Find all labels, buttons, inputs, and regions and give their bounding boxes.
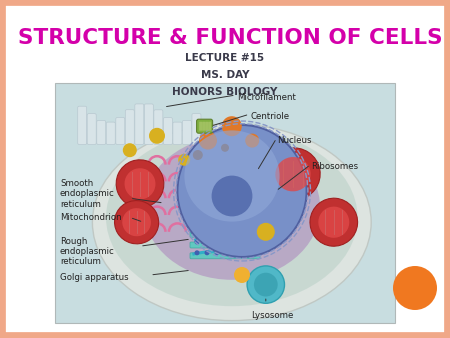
FancyBboxPatch shape [202, 122, 205, 131]
Circle shape [123, 143, 137, 157]
Text: Ribosomes: Ribosomes [311, 162, 359, 171]
Circle shape [215, 229, 220, 234]
Circle shape [234, 267, 250, 283]
Circle shape [204, 229, 210, 234]
Circle shape [245, 134, 259, 148]
Circle shape [234, 186, 239, 191]
Text: Nucleus: Nucleus [278, 136, 312, 145]
FancyBboxPatch shape [55, 83, 395, 323]
Circle shape [234, 196, 239, 201]
FancyBboxPatch shape [190, 188, 260, 194]
Circle shape [194, 218, 199, 223]
Ellipse shape [318, 207, 349, 238]
Circle shape [194, 186, 199, 191]
Circle shape [199, 131, 217, 150]
Circle shape [193, 150, 203, 160]
Circle shape [234, 218, 239, 223]
Text: Rough
endoplasmic
reticulum: Rough endoplasmic reticulum [60, 237, 115, 266]
Circle shape [204, 186, 210, 191]
Ellipse shape [266, 148, 320, 201]
Circle shape [149, 128, 165, 144]
Ellipse shape [275, 157, 310, 191]
Text: Golgi apparatus: Golgi apparatus [60, 273, 129, 282]
FancyBboxPatch shape [144, 104, 153, 145]
Circle shape [244, 218, 249, 223]
Circle shape [204, 250, 210, 255]
Circle shape [215, 186, 220, 191]
Circle shape [247, 266, 284, 303]
FancyBboxPatch shape [135, 104, 144, 145]
Circle shape [194, 240, 199, 244]
Ellipse shape [212, 176, 252, 216]
Circle shape [225, 207, 230, 212]
FancyBboxPatch shape [190, 231, 260, 237]
Circle shape [194, 250, 199, 255]
FancyBboxPatch shape [163, 118, 172, 145]
FancyBboxPatch shape [78, 106, 87, 145]
Ellipse shape [144, 136, 320, 280]
Circle shape [178, 154, 190, 166]
FancyBboxPatch shape [197, 119, 212, 133]
Circle shape [234, 207, 239, 212]
Circle shape [225, 196, 230, 201]
Circle shape [225, 229, 230, 234]
Text: HONORS BIOLOGY: HONORS BIOLOGY [172, 87, 278, 97]
FancyBboxPatch shape [97, 120, 106, 145]
Text: STRUCTURE & FUNCTION OF CELLS: STRUCTURE & FUNCTION OF CELLS [18, 28, 443, 48]
Circle shape [221, 144, 229, 152]
FancyBboxPatch shape [154, 110, 163, 145]
Circle shape [244, 186, 249, 191]
Circle shape [204, 240, 210, 244]
Ellipse shape [116, 160, 164, 208]
Circle shape [215, 250, 220, 255]
Ellipse shape [177, 125, 306, 257]
Circle shape [215, 218, 220, 223]
FancyBboxPatch shape [190, 199, 260, 205]
Circle shape [244, 229, 249, 234]
FancyBboxPatch shape [208, 122, 211, 131]
Circle shape [194, 207, 199, 212]
FancyBboxPatch shape [190, 242, 260, 248]
Ellipse shape [106, 128, 358, 306]
FancyBboxPatch shape [190, 210, 260, 216]
Circle shape [254, 273, 278, 296]
Circle shape [194, 196, 199, 201]
FancyBboxPatch shape [190, 253, 260, 259]
FancyBboxPatch shape [190, 220, 260, 226]
FancyBboxPatch shape [205, 122, 208, 131]
Ellipse shape [122, 208, 151, 236]
Circle shape [225, 250, 230, 255]
Ellipse shape [92, 124, 371, 321]
Circle shape [215, 240, 220, 244]
Circle shape [244, 250, 249, 255]
FancyBboxPatch shape [182, 120, 191, 145]
Text: Smooth
endoplasmic
reticulum: Smooth endoplasmic reticulum [60, 179, 115, 209]
FancyBboxPatch shape [106, 122, 115, 145]
Text: LECTURE #15: LECTURE #15 [185, 53, 265, 63]
Circle shape [225, 240, 230, 244]
Text: MS. DAY: MS. DAY [201, 70, 249, 80]
Circle shape [244, 207, 249, 212]
Ellipse shape [184, 130, 279, 222]
FancyBboxPatch shape [192, 114, 201, 145]
Text: Microfilament: Microfilament [237, 93, 296, 102]
Ellipse shape [115, 200, 159, 244]
Circle shape [222, 116, 242, 136]
Circle shape [204, 218, 210, 223]
Circle shape [257, 223, 275, 241]
FancyBboxPatch shape [173, 122, 182, 145]
FancyBboxPatch shape [199, 122, 202, 131]
Circle shape [204, 196, 210, 201]
Circle shape [215, 196, 220, 201]
FancyBboxPatch shape [87, 114, 96, 145]
Circle shape [234, 229, 239, 234]
Text: Lysosome: Lysosome [251, 311, 293, 320]
Circle shape [244, 240, 249, 244]
FancyBboxPatch shape [125, 110, 134, 145]
Text: Centriole: Centriole [250, 112, 289, 121]
Circle shape [234, 240, 239, 244]
Ellipse shape [310, 198, 358, 246]
Circle shape [225, 218, 230, 223]
Circle shape [244, 196, 249, 201]
